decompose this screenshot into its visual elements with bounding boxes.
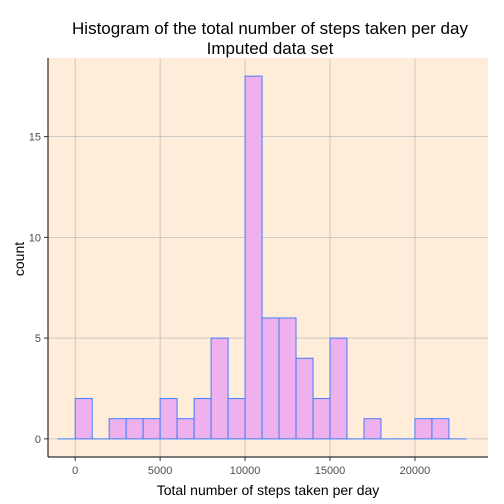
x-tick-label: 5000 bbox=[148, 465, 172, 477]
histogram-bar bbox=[159, 398, 178, 440]
x-tick-label: 20000 bbox=[400, 465, 431, 477]
x-axis-ticks: 0 5000 10000 15000 20000 bbox=[72, 457, 430, 477]
y-tick-label: 15 bbox=[29, 132, 41, 144]
histogram-bar bbox=[176, 418, 195, 440]
histogram-bar bbox=[74, 398, 93, 440]
y-tick-label: 10 bbox=[29, 232, 41, 244]
histogram-bar bbox=[227, 398, 246, 440]
histogram-bar bbox=[125, 418, 144, 440]
x-tick-label: 15000 bbox=[315, 465, 346, 477]
histogram-bars bbox=[57, 75, 467, 440]
histogram-bar bbox=[142, 418, 161, 440]
y-axis-ticks: 0 5 10 15 bbox=[29, 132, 48, 446]
histogram-bar bbox=[244, 75, 263, 440]
x-tick-label: 0 bbox=[72, 465, 78, 477]
histogram-bar bbox=[261, 317, 280, 440]
histogram-bar bbox=[210, 337, 229, 440]
histogram-bar bbox=[193, 398, 212, 440]
histogram-bar bbox=[329, 337, 348, 440]
histogram-bar bbox=[108, 418, 127, 440]
y-tick-label: 5 bbox=[35, 333, 41, 345]
x-tick-label: 10000 bbox=[230, 465, 261, 477]
histogram-bar bbox=[278, 317, 297, 440]
y-tick-label: 0 bbox=[35, 434, 41, 446]
histogram-bar bbox=[312, 398, 331, 440]
histogram-bar bbox=[431, 418, 450, 440]
x-axis-title: Total number of steps taken per day bbox=[157, 482, 380, 498]
y-axis-title: count bbox=[11, 242, 27, 276]
histogram-bar bbox=[363, 418, 382, 440]
chart-title: Histogram of the total number of steps t… bbox=[72, 19, 468, 38]
histogram-bar bbox=[295, 357, 314, 440]
chart-subtitle: Imputed data set bbox=[207, 39, 334, 58]
histogram-bar bbox=[414, 418, 433, 440]
